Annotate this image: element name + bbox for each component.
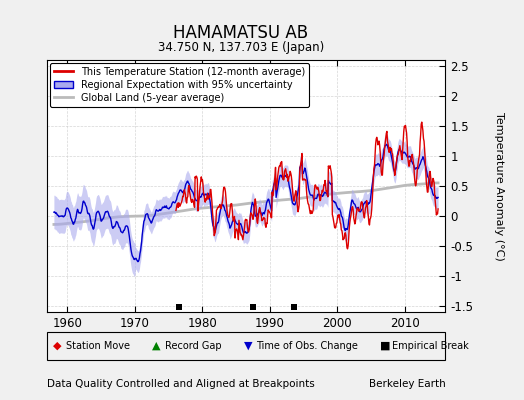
- Text: Empirical Break: Empirical Break: [392, 341, 468, 351]
- Text: ▼: ▼: [244, 341, 252, 351]
- Text: Record Gap: Record Gap: [165, 341, 222, 351]
- Text: Time of Obs. Change: Time of Obs. Change: [256, 341, 357, 351]
- Text: 34.750 N, 137.703 E (Japan): 34.750 N, 137.703 E (Japan): [158, 41, 324, 54]
- Text: Station Move: Station Move: [66, 341, 129, 351]
- Text: ◆: ◆: [53, 341, 62, 351]
- Legend: This Temperature Station (12-month average), Regional Expectation with 95% uncer: This Temperature Station (12-month avera…: [50, 63, 309, 106]
- Text: HAMAMATSU AB: HAMAMATSU AB: [173, 24, 309, 42]
- Text: ▲: ▲: [152, 341, 160, 351]
- Text: ■: ■: [380, 341, 390, 351]
- Text: Berkeley Earth: Berkeley Earth: [369, 379, 445, 389]
- Y-axis label: Temperature Anomaly (°C): Temperature Anomaly (°C): [494, 112, 504, 260]
- Text: Data Quality Controlled and Aligned at Breakpoints: Data Quality Controlled and Aligned at B…: [47, 379, 315, 389]
